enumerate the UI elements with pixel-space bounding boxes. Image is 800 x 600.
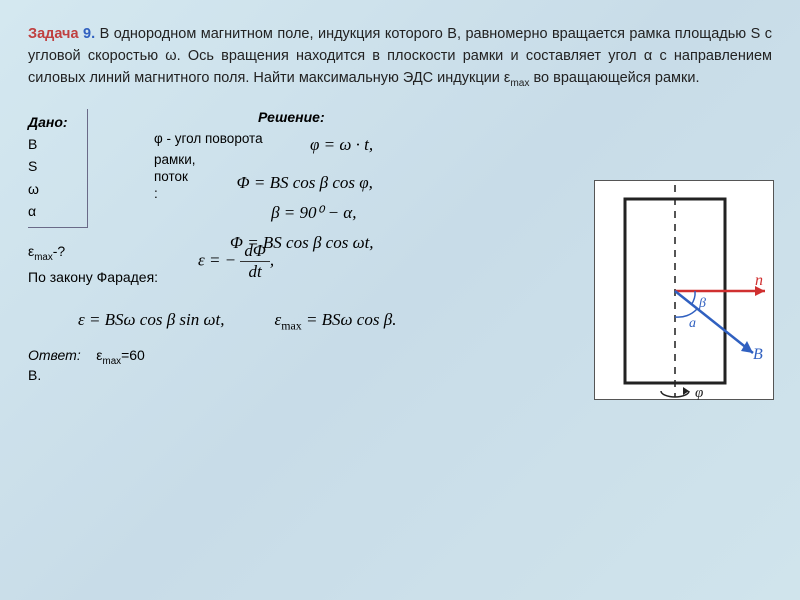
vec-b-label: B⃗ <box>753 346 775 363</box>
problem-sub: max <box>510 77 529 88</box>
eq-epsmax-sub: max <box>281 318 301 332</box>
vec-n-label: n⃗ <box>755 272 775 289</box>
vec-b-line <box>675 291 753 353</box>
vec-b-arrow <box>741 341 753 353</box>
task-number: 9. <box>83 26 95 42</box>
eq-eps2: ε = BSω cos β sin ωt, <box>78 310 225 333</box>
find-tail: -? <box>53 243 65 259</box>
task-label: Задача <box>28 26 79 42</box>
flux-label-2: : <box>154 186 194 201</box>
phi-note-2: рамки, <box>154 152 298 167</box>
angle-beta-arc <box>691 291 695 305</box>
answer-label: Ответ: <box>28 347 81 363</box>
angle-beta-label: β <box>698 296 706 311</box>
problem-tail: во вращающейся рамки. <box>529 70 699 86</box>
eq-phi: φ = ω · t, <box>310 135 373 155</box>
find-sub: max <box>34 251 53 262</box>
given-item: ω <box>28 178 79 200</box>
eq-epsmax-post: = BSω cos β. <box>302 310 397 329</box>
solution-title: Решение: <box>258 109 772 125</box>
given-block: Дано: B S ω α εmax-? <box>28 109 138 265</box>
phi-note-1: φ - угол поворота <box>154 131 298 146</box>
eq-Phi2: Φ = BS cos β cos ωt, <box>230 233 374 253</box>
angle-a-label: a <box>689 316 696 331</box>
phi-label: φ <box>695 385 703 401</box>
flux-label: поток <box>154 169 194 184</box>
eq-eps-den: dt <box>240 262 269 282</box>
problem-statement: Задача 9. В однородном магнитном поле, и… <box>28 24 772 91</box>
diagram: n⃗ B⃗ β a φ <box>594 180 774 400</box>
eq-beta: β = 90⁰ − α, <box>254 203 374 223</box>
given-item: B <box>28 133 79 155</box>
eq-Phi: Φ = BS cos β cos φ, <box>236 173 374 193</box>
answer-val-sub: max <box>103 356 122 367</box>
given-item: α <box>28 200 79 222</box>
eq-epsmax: εmax = BSω cos β. <box>275 310 397 333</box>
given-title: Дано: <box>28 111 79 133</box>
given-item: S <box>28 155 79 177</box>
answer-val-post: =60 <box>121 347 145 363</box>
diagram-svg: n⃗ B⃗ β a φ <box>595 181 775 401</box>
